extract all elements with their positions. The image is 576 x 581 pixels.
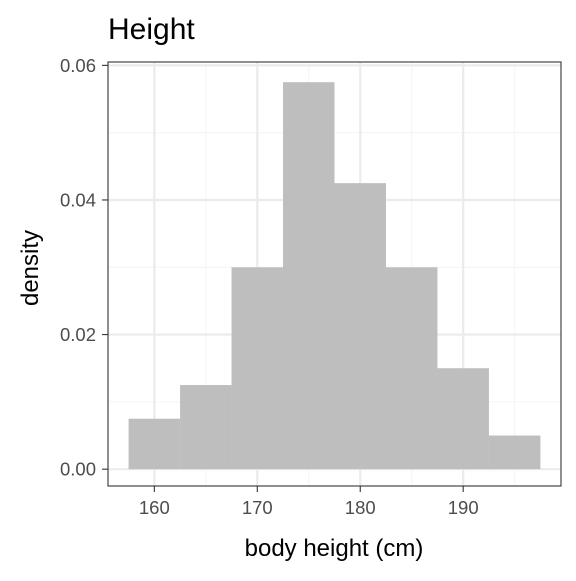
chart-title: Height [108, 13, 195, 46]
x-axis-title: body height (cm) [245, 535, 424, 562]
histogram-bar [128, 418, 181, 470]
y-tick-label: 0.02 [60, 324, 96, 345]
y-axis-title: density [17, 230, 44, 306]
x-tick-label: 170 [242, 497, 273, 518]
x-tick-label: 160 [139, 497, 170, 518]
histogram-bar [231, 267, 284, 470]
x-tick-label: 190 [448, 497, 479, 518]
x-tick-label: 180 [345, 497, 376, 518]
histogram-bars [128, 82, 541, 470]
histogram-bar [385, 267, 438, 470]
plot-panel-border [107, 61, 562, 487]
histogram-bar [180, 385, 232, 470]
y-axis-ticks: 0.00 0.02 0.04 0.06 [60, 55, 108, 480]
histogram-bar [334, 183, 386, 470]
y-tick-label: 0.06 [60, 55, 96, 76]
x-axis-ticks: 160 170 180 190 [139, 486, 479, 518]
histogram-bar [283, 82, 335, 470]
y-tick-label: 0.00 [60, 459, 96, 480]
histogram-bar [488, 435, 541, 470]
histogram-bar [437, 368, 489, 470]
y-tick-label: 0.04 [60, 189, 96, 210]
